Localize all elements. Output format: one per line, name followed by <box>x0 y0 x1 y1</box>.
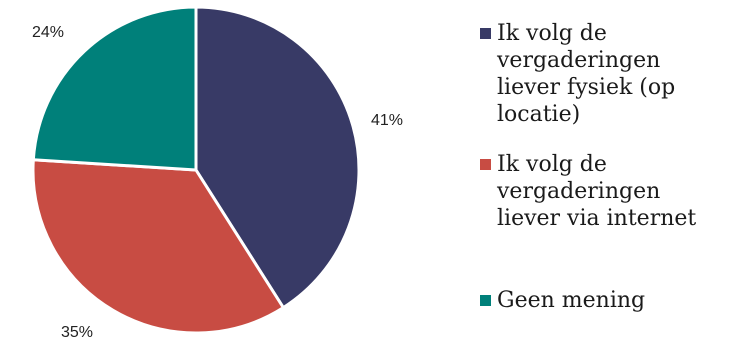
legend-entry-1: Ik volg de vergaderingen liever fysiek (op… <box>480 21 675 127</box>
pie-slices <box>31 5 361 335</box>
legend-line: Ik volg de <box>497 21 607 46</box>
legend-line: Geen mening <box>497 288 645 313</box>
pie-slice-3 <box>31 5 198 172</box>
legend: Ik volg de vergaderingen liever fysiek (op… <box>480 21 696 313</box>
legend-line: Ik volg de <box>497 152 607 177</box>
legend-swatch-1 <box>480 28 491 39</box>
legend-line: liever fysiek (op <box>497 75 675 100</box>
percent-label-1: 41% <box>371 112 403 129</box>
legend-swatch-3 <box>480 295 491 306</box>
legend-label-3: Geen mening <box>497 288 645 313</box>
legend-line: locatie) <box>497 102 580 127</box>
legend-label-1: Ik volg de vergaderingen liever fysiek (op… <box>496 21 675 127</box>
percent-label-3: 24% <box>32 24 64 41</box>
percent-label-2: 35% <box>61 324 93 341</box>
legend-line: vergaderingen <box>496 179 660 204</box>
legend-label-2: Ik volg de vergaderingen liever via intern… <box>496 152 696 231</box>
legend-entry-3: Geen mening <box>480 288 645 313</box>
legend-line: liever via internet <box>497 206 696 231</box>
legend-entry-2: Ik volg de vergaderingen liever via intern… <box>480 152 696 231</box>
legend-swatch-2 <box>480 159 491 170</box>
pie-slice-2 <box>31 158 285 335</box>
legend-line: vergaderingen <box>496 48 660 73</box>
percent-labels: 41% 35% 24% <box>32 24 403 341</box>
